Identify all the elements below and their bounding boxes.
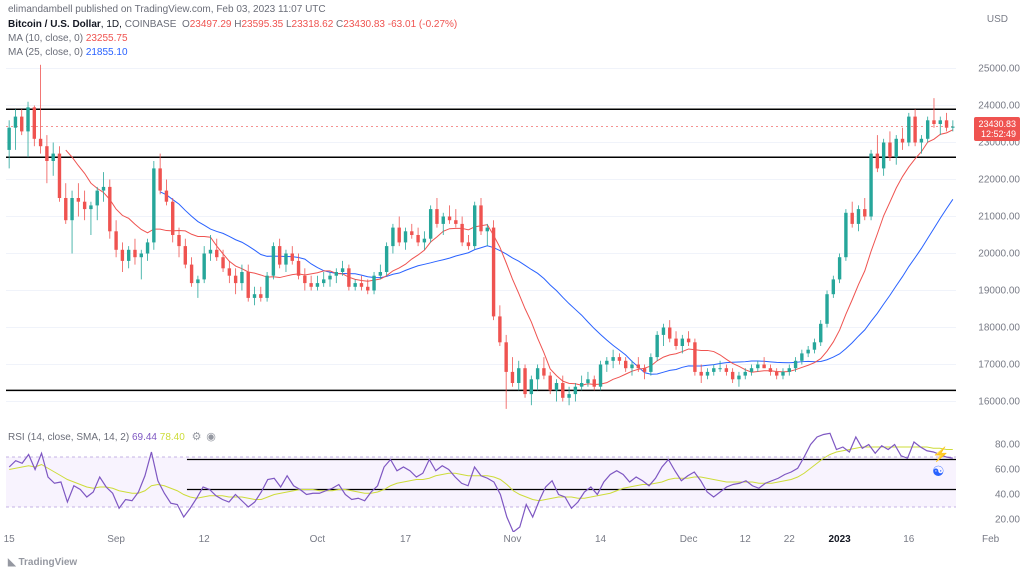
rsi-ytick: 40.00 [995, 489, 1020, 500]
xtick-label: 15 [4, 534, 15, 545]
xtick-label: Dec [680, 534, 698, 545]
exchange: COINBASE [125, 19, 177, 30]
ohlc-chg: -63.01 [388, 19, 416, 30]
xtick-label: 17 [400, 534, 411, 545]
tradingview-watermark: ◣ TradingView [8, 557, 77, 568]
xtick-label: 14 [595, 534, 606, 545]
rsi-chart[interactable] [6, 432, 956, 532]
rsi-ytick: 20.00 [995, 514, 1020, 525]
ohlc-chg-pct: (-0.27%) [419, 19, 457, 30]
usd-label: USD [987, 14, 1008, 25]
interval[interactable]: 1D [106, 19, 119, 30]
sentiment-icon[interactable]: ☯ [932, 464, 945, 478]
xtick-label: Oct [310, 534, 326, 545]
xtick-label: 12 [740, 534, 751, 545]
ma10-label[interactable]: MA (10, close, 0) [8, 33, 83, 44]
ytick-label: 16000.00 [978, 396, 1020, 407]
prediction-icon[interactable]: ⚡ [932, 447, 949, 461]
watermark-text: TradingView [18, 557, 77, 568]
price-yaxis[interactable]: USD 16000.0017000.0018000.0019000.002000… [964, 50, 1024, 420]
ytick-label: 19000.00 [978, 285, 1020, 296]
price-value: 23430.83 [978, 119, 1016, 129]
publish-line: elimandambell published on TradingView.c… [8, 4, 326, 15]
ohlc-h: 23595.35 [241, 19, 283, 30]
ma10-value: 23255.75 [86, 33, 128, 44]
xtick-label: Feb [982, 534, 999, 545]
chart-frame: elimandambell published on TradingView.c… [0, 0, 1024, 572]
ytick-label: 21000.00 [978, 211, 1020, 222]
symbol-pair[interactable]: Bitcoin / U.S. Dollar [8, 19, 101, 30]
rsi-ytick: 60.00 [995, 464, 1020, 475]
price-chart[interactable] [6, 50, 956, 420]
ytick-label: 18000.00 [978, 322, 1020, 333]
price-label: 23430.8312:52:49 [974, 117, 1020, 141]
xtick-label: 12 [199, 534, 210, 545]
ytick-label: 22000.00 [978, 174, 1020, 185]
ytick-label: 17000.00 [978, 359, 1020, 370]
countdown: 12:52:49 [978, 129, 1016, 139]
publish-prefix: published on [75, 4, 132, 15]
logo-icon: ◣ [8, 557, 16, 568]
xtick-label: 16 [903, 534, 914, 545]
ytick-label: 20000.00 [978, 248, 1020, 259]
time-xaxis[interactable]: 15Sep12Oct17Nov14Dec1222202316Feb [6, 534, 956, 550]
xtick-label: 2023 [828, 534, 850, 545]
ohlc-o-label: O [182, 19, 190, 30]
xtick-label: Sep [107, 534, 125, 545]
rsi-ytick: 80.00 [995, 439, 1020, 450]
ohlc-l: 23318.62 [292, 19, 334, 30]
rsi-yaxis[interactable]: 20.00 40.00 60.00 80.00 [964, 432, 1024, 532]
ohlc-c: 23430.83 [343, 19, 385, 30]
publish-date: Feb 03, 2023 11:07 UTC [216, 4, 325, 15]
xtick-label: 22 [784, 534, 795, 545]
xtick-label: Nov [504, 534, 522, 545]
ytick-label: 25000.00 [978, 63, 1020, 74]
ytick-label: 24000.00 [978, 100, 1020, 111]
author: elimandambell [8, 4, 72, 15]
ohlc-o: 23497.29 [190, 19, 232, 30]
publish-site: TradingView.com [135, 4, 211, 15]
